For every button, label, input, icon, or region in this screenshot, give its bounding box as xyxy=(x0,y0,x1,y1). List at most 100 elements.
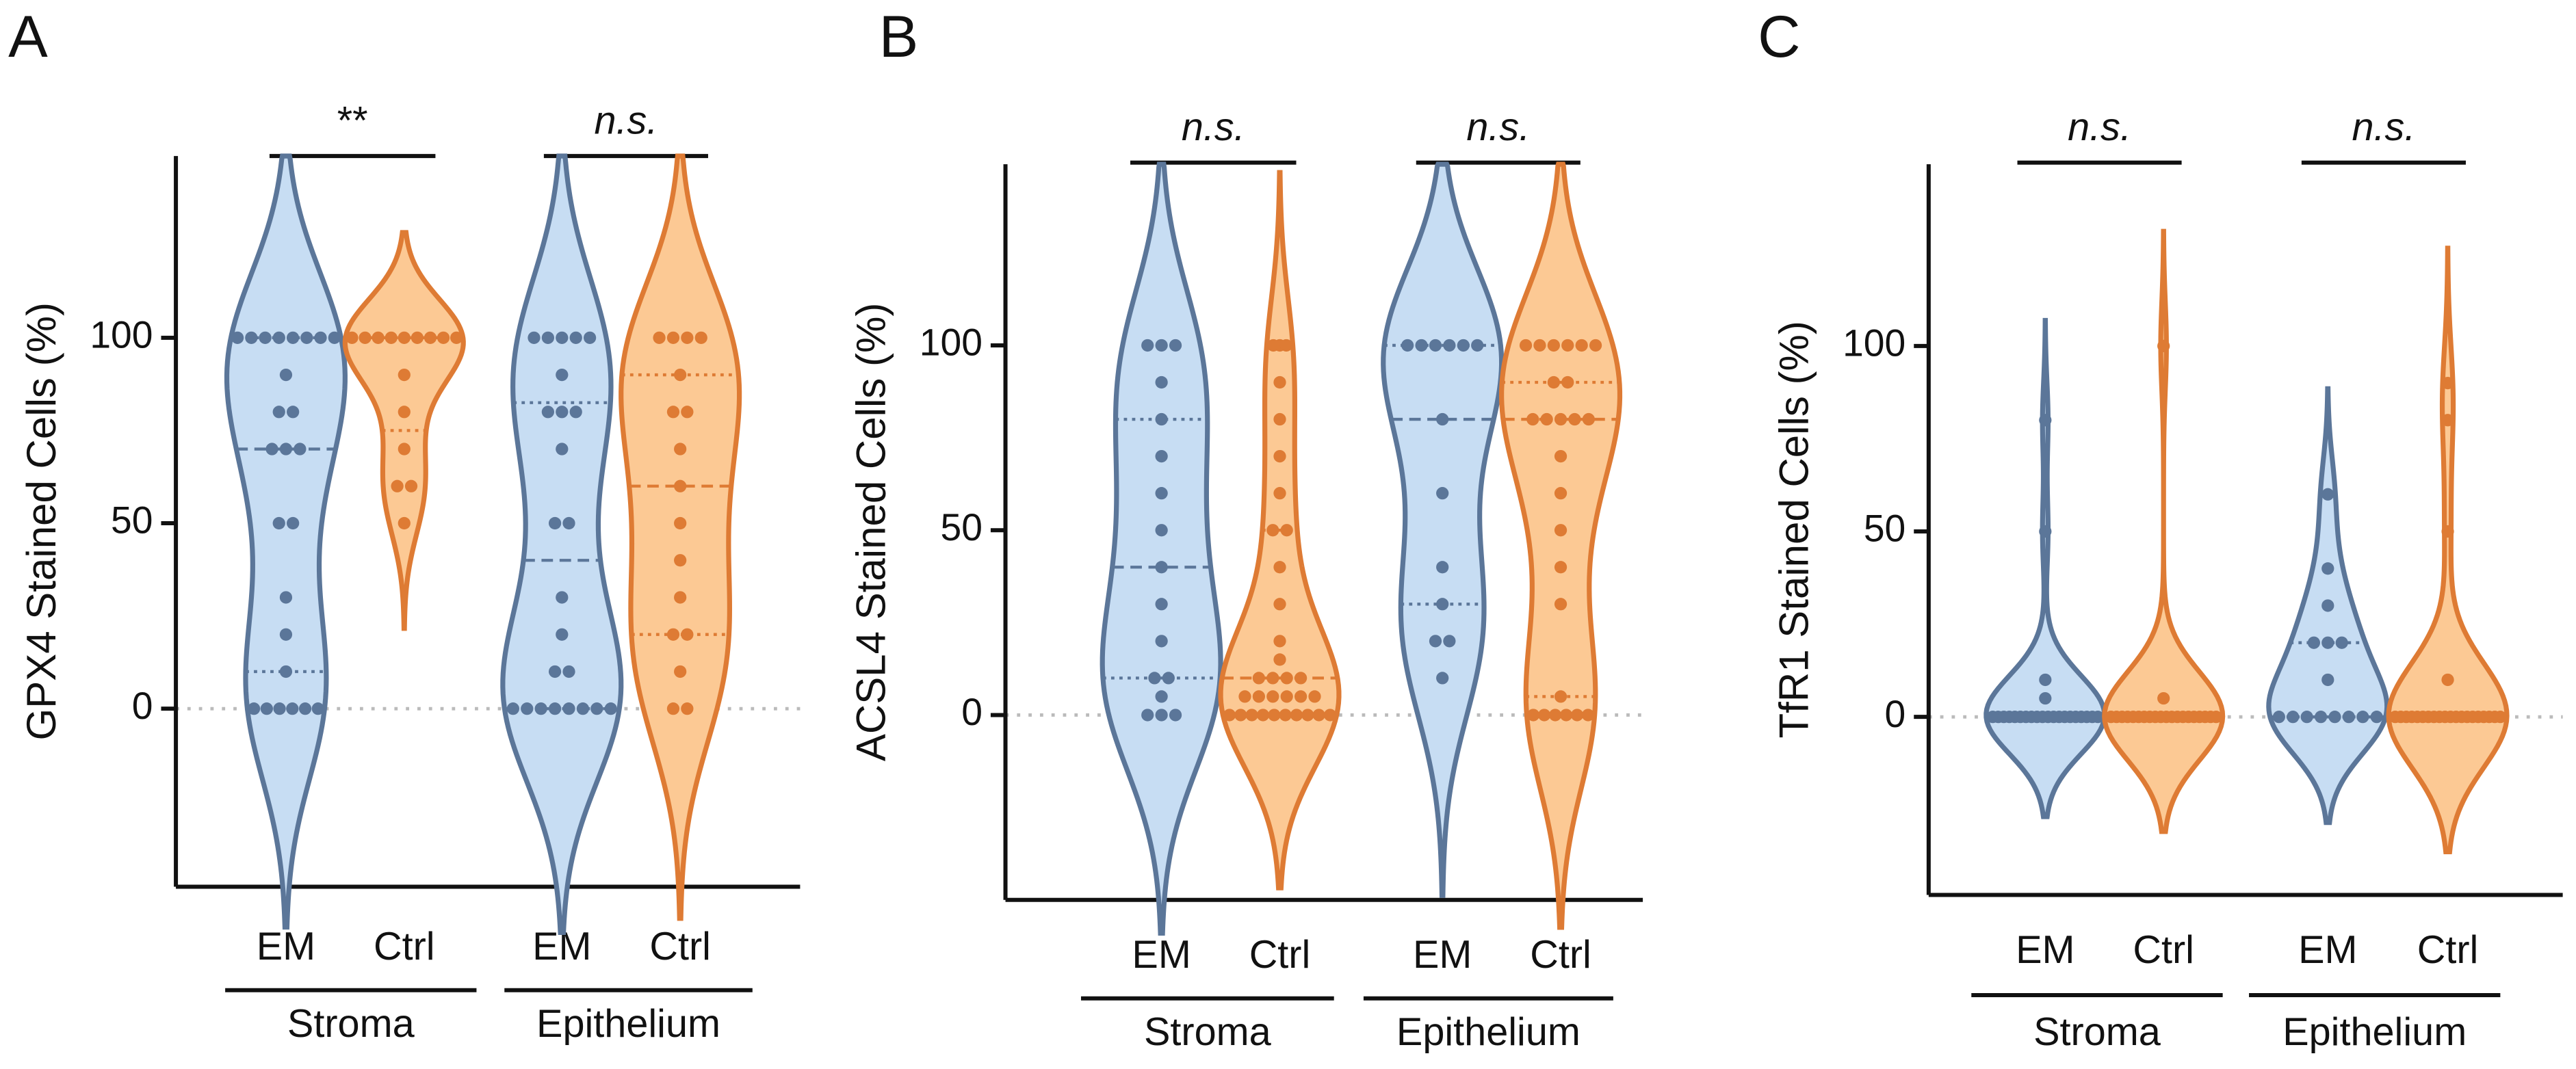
group-label: Stroma xyxy=(2033,1010,2161,1054)
significance-label: n.s. xyxy=(2068,105,2131,149)
data-point xyxy=(2321,673,2334,687)
data-point xyxy=(2092,711,2105,724)
data-point xyxy=(1401,339,1414,352)
data-point xyxy=(681,702,694,715)
data-point xyxy=(2441,376,2454,390)
data-point xyxy=(1266,672,1279,685)
data-point xyxy=(2328,711,2341,724)
violin-body xyxy=(342,230,466,631)
data-point xyxy=(1273,412,1286,426)
data-point xyxy=(2494,711,2507,724)
data-point xyxy=(562,665,575,678)
data-point xyxy=(694,331,707,344)
data-point xyxy=(1252,690,1266,703)
data-point xyxy=(2157,691,2170,705)
data-point xyxy=(450,331,463,344)
data-point xyxy=(681,628,694,641)
data-point xyxy=(437,331,450,344)
data-point xyxy=(2039,673,2052,687)
data-point xyxy=(287,406,300,419)
data-point xyxy=(1155,524,1168,537)
data-point xyxy=(279,368,293,382)
group-label: Epithelium xyxy=(2282,1010,2467,1054)
significance-label: ** xyxy=(337,98,368,142)
data-point xyxy=(2321,599,2334,612)
data-point xyxy=(1252,672,1266,685)
data-point xyxy=(287,516,300,530)
data-point xyxy=(1245,709,1258,722)
data-point xyxy=(272,331,285,344)
violin-body xyxy=(1499,161,1623,930)
data-point xyxy=(1155,598,1168,611)
data-point xyxy=(311,702,324,715)
y-tick-label: 50 xyxy=(111,499,153,542)
data-point xyxy=(398,368,411,382)
data-point xyxy=(1554,690,1567,703)
x-tick-label: EM xyxy=(2016,928,2074,972)
data-point xyxy=(1290,709,1303,722)
data-point xyxy=(674,443,687,456)
data-point xyxy=(674,591,687,604)
data-point xyxy=(1582,412,1595,426)
data-point xyxy=(2441,525,2454,538)
x-tick-label: Ctrl xyxy=(1249,933,1311,977)
group-label: Stroma xyxy=(1144,1010,1272,1054)
data-point xyxy=(359,331,372,344)
data-point xyxy=(398,331,411,344)
x-tick-label: EM xyxy=(1413,933,1472,977)
data-point xyxy=(1554,449,1567,463)
data-point xyxy=(1155,449,1168,463)
data-point xyxy=(1436,672,1449,685)
data-point xyxy=(2209,711,2223,724)
data-point xyxy=(506,702,519,715)
data-point xyxy=(1155,339,1168,352)
y-tick-label: 0 xyxy=(132,685,153,727)
data-point xyxy=(404,479,418,492)
y-tick-label: 50 xyxy=(1864,507,1905,550)
data-point xyxy=(2039,525,2052,538)
data-point xyxy=(2300,711,2313,724)
data-point xyxy=(1547,339,1560,352)
data-point xyxy=(1559,709,1573,722)
data-point xyxy=(259,331,272,344)
data-point xyxy=(1268,709,1281,722)
data-point xyxy=(1554,487,1567,500)
data-point xyxy=(1415,339,1428,352)
panel-label: B xyxy=(879,4,919,70)
data-point xyxy=(391,479,404,492)
data-point xyxy=(1294,672,1307,685)
data-point xyxy=(1169,709,1182,722)
data-point xyxy=(666,406,680,419)
data-point xyxy=(666,331,680,344)
data-point xyxy=(328,331,341,344)
data-point xyxy=(231,331,244,344)
data-point xyxy=(346,331,359,344)
significance-label: n.s. xyxy=(1466,105,1530,149)
data-point xyxy=(1141,339,1154,352)
x-tick-label: Ctrl xyxy=(2417,928,2479,972)
data-point xyxy=(1471,339,1484,352)
data-point xyxy=(411,331,424,344)
data-point xyxy=(1570,709,1584,722)
data-point xyxy=(521,702,534,715)
data-point xyxy=(1533,339,1546,352)
x-tick-label: EM xyxy=(257,925,315,968)
data-point xyxy=(1457,339,1470,352)
group-label: Epithelium xyxy=(1396,1010,1580,1054)
data-point xyxy=(2335,636,2348,649)
data-point xyxy=(1547,375,1560,389)
data-point xyxy=(1280,524,1293,537)
data-point xyxy=(1294,690,1307,703)
data-point xyxy=(1561,339,1574,352)
data-point xyxy=(1273,487,1286,500)
y-axis-label: ACSL4 Stained Cells (%) xyxy=(848,303,894,761)
y-axis-label: TfR1 Stained Cells (%) xyxy=(1771,321,1817,738)
data-point xyxy=(1155,375,1168,389)
data-point xyxy=(1279,339,1293,352)
violin-body xyxy=(1381,161,1505,898)
data-point xyxy=(556,628,569,641)
data-point xyxy=(1323,709,1337,722)
data-point xyxy=(541,406,555,419)
data-point xyxy=(562,516,575,530)
y-tick-label: 100 xyxy=(1843,321,1905,364)
